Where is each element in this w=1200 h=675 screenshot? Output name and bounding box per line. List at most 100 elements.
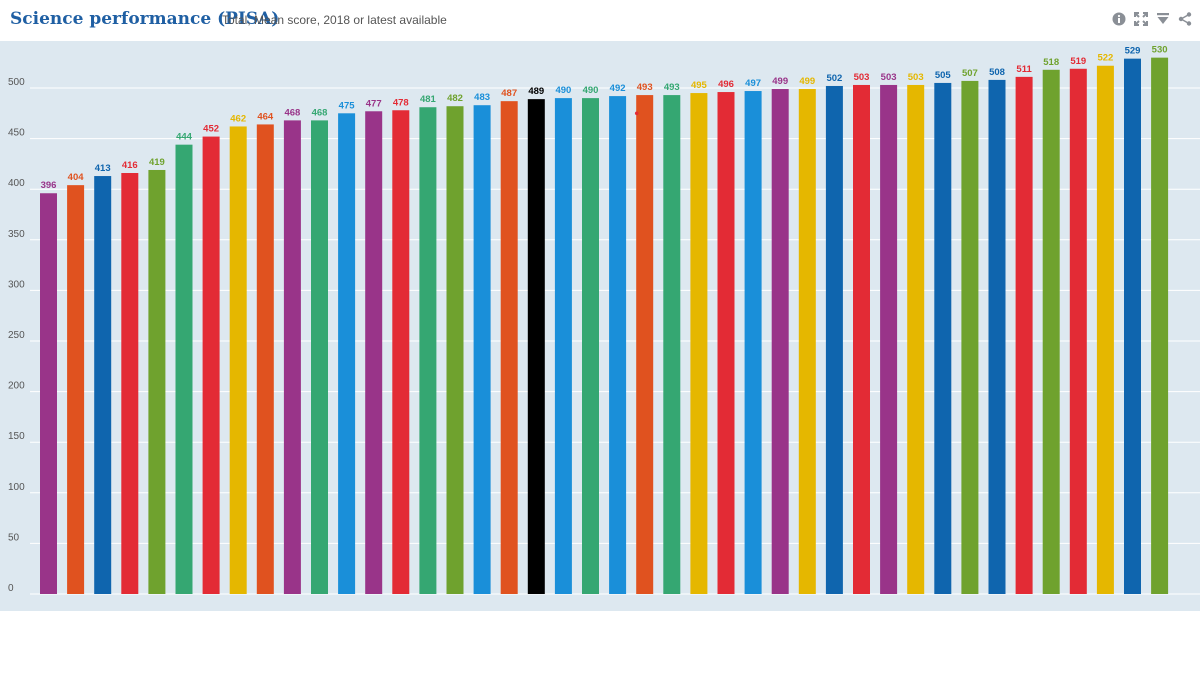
value-label: 502 — [826, 73, 842, 84]
value-label: 475 — [339, 100, 356, 111]
value-label: 522 — [1097, 53, 1113, 64]
share-icon[interactable] — [1177, 11, 1192, 26]
bar — [690, 93, 708, 594]
bar — [880, 84, 898, 595]
bar — [148, 169, 166, 595]
bar — [121, 173, 139, 594]
bar — [256, 124, 274, 594]
bar — [609, 96, 627, 594]
value-label: 495 — [691, 80, 708, 91]
value-label: 464 — [257, 111, 274, 122]
y-tick-label: 250 — [8, 330, 25, 341]
y-tick-label: 500 — [8, 77, 25, 88]
bar — [1151, 57, 1169, 594]
bar — [717, 92, 735, 594]
value-label: 413 — [95, 163, 111, 174]
y-tick-label: 100 — [8, 482, 25, 493]
value-label: 530 — [1152, 45, 1168, 56]
bar — [1069, 68, 1087, 595]
bar — [94, 176, 112, 594]
bar — [1042, 69, 1060, 594]
y-tick-label: 400 — [8, 178, 25, 189]
fullscreen-icon[interactable] — [1133, 11, 1148, 26]
bar — [798, 89, 816, 595]
chart-title: Science performance (PISA) — [10, 9, 280, 29]
bar — [527, 99, 545, 594]
bar — [283, 120, 301, 594]
bar — [338, 113, 356, 595]
info-icon[interactable] — [1111, 11, 1126, 26]
bar — [771, 89, 789, 595]
chart-toolbar — [1111, 11, 1192, 26]
bar — [636, 95, 654, 595]
value-label: 503 — [854, 72, 870, 83]
value-label: 404 — [68, 172, 85, 183]
chart-area: 050100150200250300350400450500396Indones… — [0, 41, 1200, 611]
download-icon[interactable] — [1155, 11, 1170, 26]
value-label: 490 — [583, 85, 599, 96]
value-label: 416 — [122, 160, 138, 171]
value-label: 505 — [935, 70, 952, 81]
value-label: 518 — [1043, 57, 1059, 68]
bar — [1124, 58, 1141, 595]
y-tick-label: 150 — [8, 431, 25, 442]
bar — [446, 106, 464, 594]
bar — [175, 144, 193, 594]
value-label: 489 — [528, 86, 544, 97]
value-label: 529 — [1125, 46, 1141, 57]
value-label: 490 — [555, 85, 571, 96]
bar — [853, 84, 870, 595]
bar — [934, 82, 952, 594]
value-label: 511 — [1016, 64, 1032, 75]
value-label: 396 — [41, 180, 57, 191]
bar — [500, 101, 518, 594]
bar — [825, 85, 843, 594]
bar — [663, 95, 681, 595]
value-label: 503 — [881, 72, 897, 83]
value-label: 503 — [908, 72, 924, 83]
value-label: 497 — [745, 78, 761, 89]
value-label: 493 — [637, 82, 653, 93]
value-label: 481 — [420, 94, 437, 105]
bar — [961, 80, 979, 594]
value-label: 444 — [176, 132, 193, 143]
chart-header: Science performance (PISA) Total, Mean s… — [0, 0, 1200, 40]
bar — [1096, 65, 1114, 594]
bar — [473, 105, 491, 594]
value-label: 499 — [799, 76, 815, 87]
y-tick-label: 0 — [8, 583, 14, 594]
value-label: 519 — [1070, 56, 1086, 67]
value-label: 468 — [312, 107, 328, 118]
bar — [229, 126, 247, 595]
bar — [365, 111, 383, 594]
bar — [907, 84, 925, 595]
value-label: 493 — [664, 82, 680, 93]
bar — [744, 91, 762, 594]
value-label: 492 — [610, 83, 626, 94]
value-label: 468 — [284, 107, 300, 118]
value-label: 419 — [149, 157, 165, 168]
value-label: 487 — [501, 88, 517, 99]
bar — [67, 185, 85, 595]
value-label: 499 — [772, 76, 788, 87]
value-label: 462 — [230, 113, 246, 124]
value-label: 483 — [474, 92, 490, 103]
value-label: 508 — [989, 67, 1005, 78]
bar — [202, 136, 220, 594]
value-label: 478 — [393, 97, 409, 108]
value-label: 496 — [718, 79, 734, 90]
y-tick-label: 50 — [8, 532, 20, 543]
bar — [1015, 76, 1033, 595]
value-label: 477 — [366, 98, 382, 109]
bar — [311, 120, 328, 594]
bar — [988, 79, 1006, 595]
chart-subtitle: Total, Mean score, 2018 or latest availa… — [222, 13, 447, 27]
bar — [40, 193, 57, 595]
y-tick-label: 350 — [8, 229, 25, 240]
y-tick-label: 300 — [8, 279, 25, 290]
bar — [392, 110, 410, 594]
value-label: 507 — [962, 68, 978, 79]
value-label: 452 — [203, 124, 219, 135]
bar — [419, 107, 437, 594]
marker-dot — [634, 111, 639, 116]
